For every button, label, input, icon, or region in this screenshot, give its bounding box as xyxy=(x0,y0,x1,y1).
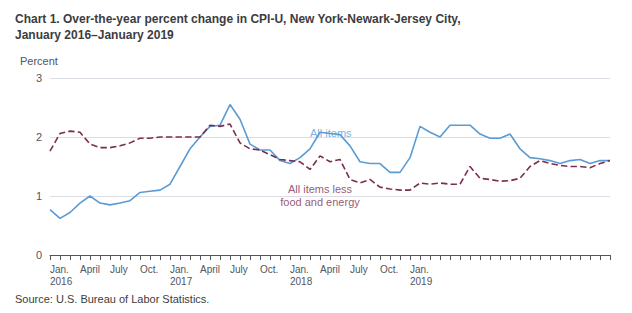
svg-text:2019: 2019 xyxy=(410,276,433,287)
svg-text:Oct.: Oct. xyxy=(380,264,398,275)
svg-text:Jan.: Jan. xyxy=(290,264,309,275)
svg-text:2: 2 xyxy=(36,131,42,143)
svg-text:3: 3 xyxy=(36,72,42,84)
svg-text:2018: 2018 xyxy=(290,276,313,287)
svg-text:July: July xyxy=(110,264,128,275)
svg-text:April: April xyxy=(320,264,340,275)
svg-text:July: July xyxy=(350,264,368,275)
svg-text:Oct.: Oct. xyxy=(260,264,278,275)
svg-text:Jan.: Jan. xyxy=(170,264,189,275)
svg-text:0: 0 xyxy=(36,249,42,261)
svg-text:Oct.: Oct. xyxy=(140,264,158,275)
svg-text:2016: 2016 xyxy=(50,276,73,287)
svg-text:2017: 2017 xyxy=(170,276,193,287)
svg-text:April: April xyxy=(80,264,100,275)
svg-text:food and energy: food and energy xyxy=(280,196,360,208)
svg-text:July: July xyxy=(230,264,248,275)
svg-text:Jan.: Jan. xyxy=(410,264,429,275)
svg-text:Jan.: Jan. xyxy=(50,264,69,275)
svg-text:April: April xyxy=(200,264,220,275)
svg-text:1: 1 xyxy=(36,190,42,202)
svg-text:Percent: Percent xyxy=(20,55,58,67)
svg-text:Source: U.S. Bureau of Labor S: Source: U.S. Bureau of Labor Statistics. xyxy=(15,293,209,305)
svg-text:January 2016–January 2019: January 2016–January 2019 xyxy=(15,28,174,42)
svg-text:Chart 1. Over-the-year percent: Chart 1. Over-the-year percent change in… xyxy=(15,12,461,26)
svg-text:All items less: All items less xyxy=(288,183,353,195)
svg-text:All items: All items xyxy=(310,127,352,139)
